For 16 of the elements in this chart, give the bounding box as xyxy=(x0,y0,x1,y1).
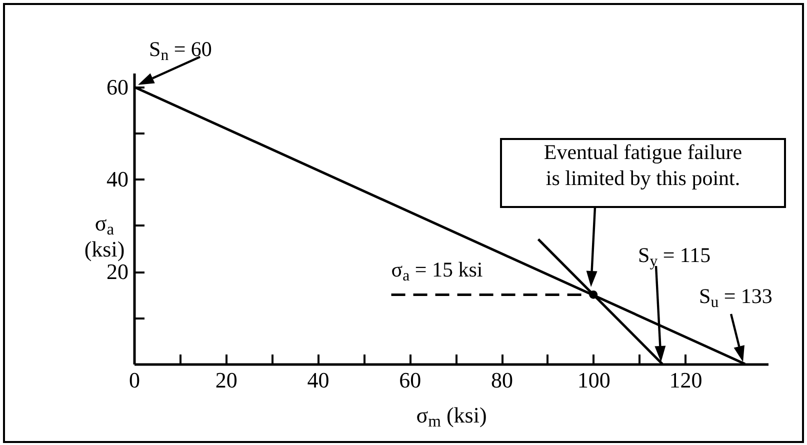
annotation: S$_{u}$ = 133 xyxy=(699,284,772,311)
annotation: S$_{y}$ = 115 xyxy=(638,243,711,270)
x-tick-label: 100 xyxy=(577,368,610,392)
x-tick-label: 20 xyxy=(215,368,238,392)
y-tick-label: 60 xyxy=(106,74,128,100)
x-tick-label: 60 xyxy=(399,368,422,392)
x-tick-label: 0 xyxy=(129,368,140,392)
x-axis-title: σ$_{m}$ (ksi) xyxy=(416,402,487,431)
x-tick-label: 40 xyxy=(307,368,330,392)
annotation: S$_{n}$ = 60 xyxy=(149,36,212,64)
x-tick-label: 120 xyxy=(669,368,702,392)
annotation: Eventual fatigue failure is limited by this point. xyxy=(544,140,742,190)
y-axis-title: σ$_{a}$ (ksi) xyxy=(84,210,125,262)
y-tick-label: 40 xyxy=(106,166,128,192)
annotation: σ$_{a}$ = 15 ksi xyxy=(391,258,483,285)
x-tick-label: 80 xyxy=(491,368,514,392)
